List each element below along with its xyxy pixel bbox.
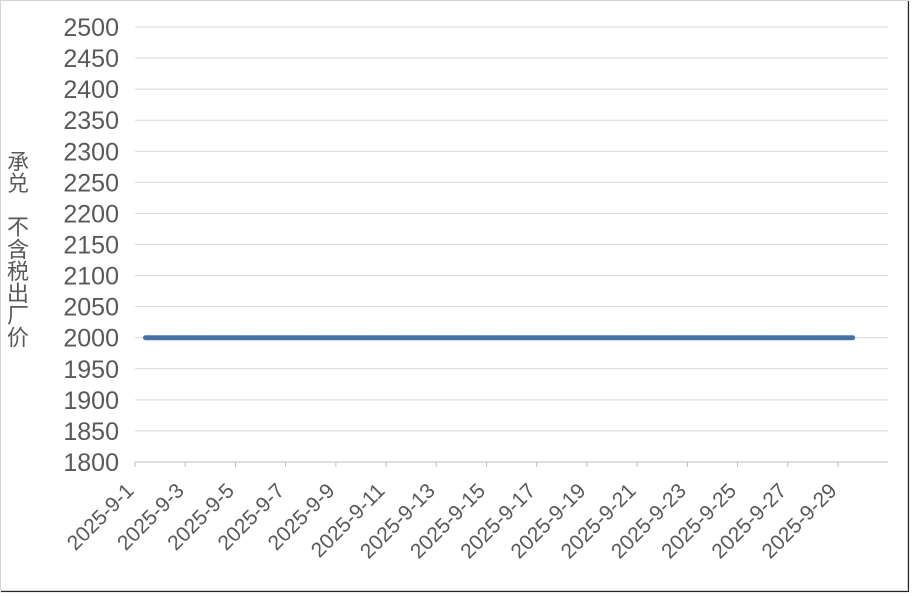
svg-text:2450: 2450 [63,45,119,73]
svg-text:2250: 2250 [63,169,119,197]
svg-text:2200: 2200 [63,200,119,228]
svg-text:2400: 2400 [63,76,119,104]
svg-text:2150: 2150 [63,232,119,260]
svg-text:1850: 1850 [63,418,119,446]
svg-text:1950: 1950 [63,356,119,384]
svg-text:1900: 1900 [63,387,119,415]
svg-text:2000: 2000 [63,325,119,353]
svg-text:1800: 1800 [63,449,119,477]
svg-text:2500: 2500 [63,14,119,42]
svg-text:2100: 2100 [63,263,119,291]
svg-text:2300: 2300 [63,138,119,166]
svg-text:2350: 2350 [63,107,119,135]
svg-text:2050: 2050 [63,294,119,322]
